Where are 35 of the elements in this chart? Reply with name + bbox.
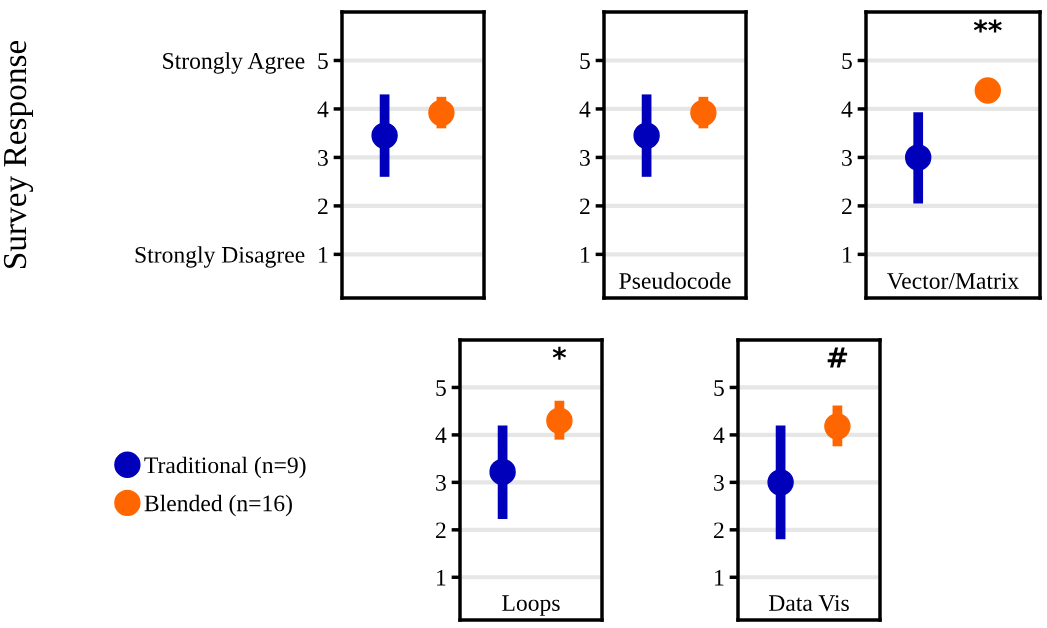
y-tick-label: 2: [714, 522, 724, 539]
y-tick-label: Strongly Disagree 1: [135, 246, 328, 268]
legend-label: Traditional (n=9): [144, 456, 306, 479]
y-tick-label: 3: [714, 474, 724, 491]
y-tick-label: 5: [580, 53, 590, 69]
y-tick-label: 2: [842, 198, 852, 215]
annotation: **: [973, 19, 1002, 33]
y-tick-label: 2: [318, 198, 328, 215]
y-tick-label: 4: [435, 427, 447, 444]
y-tick-label: 2: [580, 198, 590, 215]
annotation: #: [827, 347, 848, 368]
y-tick-label: 5: [436, 380, 446, 396]
y-tick-label: 1: [715, 569, 724, 586]
y-tick-label: 3: [318, 149, 328, 166]
y-tick-label: 4: [713, 427, 725, 444]
y-tick-label: 3: [436, 474, 446, 491]
text: Loops: [502, 595, 560, 616]
y-tick-label: 5: [714, 380, 724, 396]
y-tick-label: 2: [436, 522, 446, 539]
y-tick-label: 1: [843, 246, 852, 263]
y-tick-label: 5: [842, 53, 852, 69]
y-tick-label: 4: [579, 101, 591, 118]
y-tick-label: 3: [842, 149, 852, 166]
legend-label: Blended (n=16): [144, 494, 292, 517]
annotation: *: [552, 346, 567, 360]
text: Data Vis: [768, 595, 849, 612]
text: Pseudocode: [619, 272, 731, 289]
y-tick-label: 1: [437, 569, 446, 586]
text: Vector/Matrix: [887, 273, 1019, 290]
y-tick-label: 4: [841, 101, 853, 118]
y-tick-label: 3: [580, 149, 590, 166]
y-axis-title: Survey Response: [3, 40, 34, 269]
y-tick-label: 4: [317, 101, 329, 118]
y-tick-label: Strongly Agree 5: [163, 52, 328, 74]
y-tick-label: 1: [581, 246, 590, 263]
